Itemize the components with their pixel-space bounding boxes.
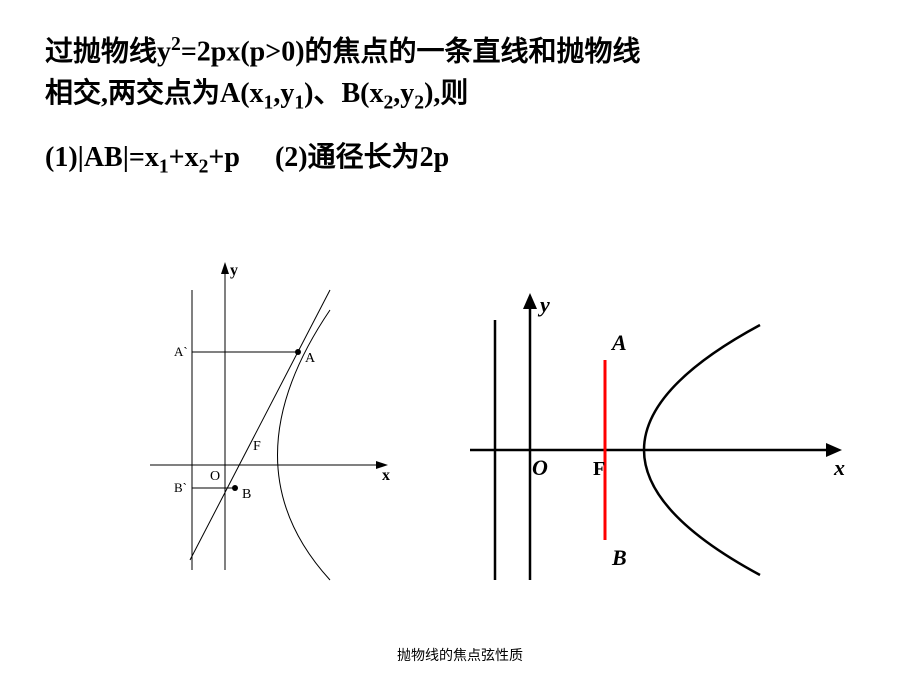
- problem-statement: 过抛物线y2=2px(p>0)的焦点的一条直线和抛物线 相交,两交点为A(x1,…: [45, 30, 875, 118]
- text-sub: 2: [383, 93, 393, 114]
- diagram-right: x y A B F O: [460, 280, 860, 600]
- text-frag: =2px(p>0)的焦点的一条直线和抛物线: [181, 36, 641, 67]
- label-bprime: B`: [174, 480, 187, 495]
- text-frag: ,y: [273, 78, 294, 109]
- label-y: y: [230, 262, 238, 279]
- label-x: x: [382, 467, 390, 484]
- label-b: B: [242, 487, 251, 502]
- y-arrow-icon: [221, 262, 229, 274]
- text-sub: 2: [199, 157, 209, 178]
- text-frag: 相交,两交点为A(x: [45, 78, 264, 109]
- parabola: [278, 310, 331, 580]
- formula-2: (2)通径长为2p: [275, 142, 449, 173]
- text-sub: 1: [264, 93, 274, 114]
- label-x: x: [833, 455, 845, 480]
- text-frag: ),则: [424, 78, 468, 109]
- footer-caption: 抛物线的焦点弦性质: [0, 645, 920, 665]
- label-a: A: [305, 351, 316, 366]
- secant-line: [190, 290, 330, 560]
- label-b: B: [611, 545, 627, 570]
- text-sub: 1: [159, 157, 169, 178]
- label-f: F: [253, 439, 261, 454]
- text-sub: 2: [414, 93, 424, 114]
- text-frag: 过抛物线y: [45, 36, 171, 67]
- text-frag: )、B(x: [304, 78, 383, 109]
- formulas: (1)|AB|=x1+x2+p (2)通径长为2p: [45, 135, 449, 179]
- text-frag: ,y: [393, 78, 414, 109]
- label-o: O: [532, 455, 548, 480]
- label-y: y: [537, 292, 550, 317]
- text-sup: 2: [171, 34, 181, 55]
- diagram-left: y x A A` B B` F O: [130, 250, 390, 590]
- text-sub: 1: [294, 93, 304, 114]
- label-aprime: A`: [174, 344, 188, 359]
- label-a: A: [610, 330, 627, 355]
- diagrams: y x A A` B B` F O x: [0, 240, 920, 610]
- text-frag: +p: [208, 142, 240, 173]
- y-arrow-icon: [523, 293, 537, 309]
- formula-1: (1)|AB|=x1+x2+p: [45, 142, 247, 173]
- text-frag: +x: [169, 142, 199, 173]
- label-f: F: [593, 458, 605, 480]
- text-frag: (1)|AB|=x: [45, 142, 159, 173]
- label-o: O: [210, 469, 220, 484]
